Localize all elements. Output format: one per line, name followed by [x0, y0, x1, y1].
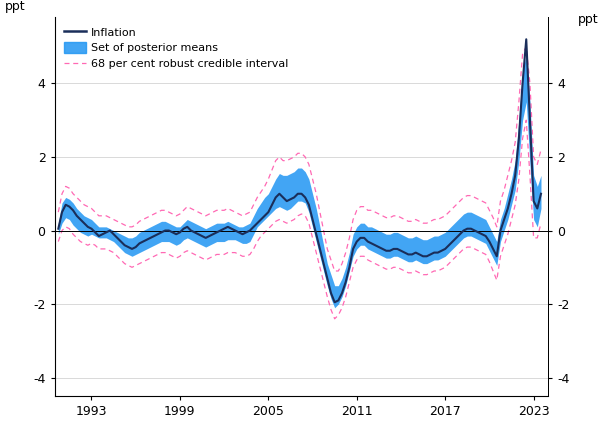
Legend: Inflation, Set of posterior means, 68 per cent robust credible interval: Inflation, Set of posterior means, 68 pe…	[60, 23, 292, 73]
Y-axis label: ppt: ppt	[5, 0, 25, 14]
Y-axis label: ppt: ppt	[578, 14, 598, 26]
